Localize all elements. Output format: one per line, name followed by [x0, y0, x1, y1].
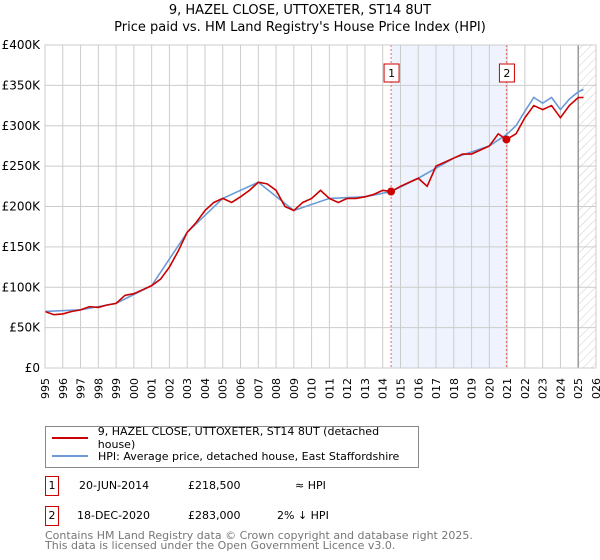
x-tick-label: 2002 [163, 378, 176, 400]
x-tick-label: 2021 [501, 378, 514, 400]
x-tick-label: 2012 [341, 378, 354, 400]
hpi-relation: ≈ HPI [295, 479, 326, 492]
table-row: 2 18-DEC-2020 £283,000 2% ↓ HPI [45, 506, 385, 526]
plot-area: 1995 1996 1997 1998 1999 2000 2001 2002 2003 2004… [2, 38, 600, 400]
x-tick-label: 2018 [448, 378, 461, 400]
x-tick-label: 1995 [39, 378, 52, 400]
x-tick-label: 2006 [235, 378, 248, 400]
plot-border [44, 44, 597, 369]
hpi-line [44, 88, 584, 313]
marker-badge: 2 [45, 506, 59, 526]
x-tick-label: 2001 [146, 378, 159, 400]
footer-line: This data is licensed under the Open Gov… [45, 539, 396, 552]
sale-date: 18-DEC-2020 [77, 509, 151, 522]
x-tick-label: 2010 [306, 378, 319, 400]
chart-title: 9, HAZEL CLOSE, UTTOXETER, ST14 8UT [168, 3, 432, 18]
x-tick-label: 2020 [483, 378, 496, 400]
sale-point [387, 187, 396, 196]
x-tick-label: 2011 [323, 378, 336, 400]
marker-label: 2 [503, 67, 510, 80]
x-tick-label: 2013 [359, 378, 372, 400]
y-tick-label: £300K [2, 119, 42, 133]
x-tick-label: 1996 [57, 378, 70, 400]
x-tick-label: 2023 [537, 378, 550, 400]
x-tick-label: 2005 [217, 378, 230, 400]
y-tick-label: £50K [9, 321, 41, 335]
y-tick-label: £400K [2, 38, 42, 52]
y-tick-label: £150K [2, 240, 42, 254]
x-tick-label: 2014 [377, 378, 390, 400]
x-tick-label: 2024 [554, 378, 567, 400]
x-tick-label: 2022 [519, 378, 532, 400]
marker-label: 1 [388, 67, 395, 80]
chart-subtitle: Price paid vs. HM Land Registry's House … [114, 20, 486, 35]
sale-date: 20-JUN-2014 [79, 479, 150, 492]
y-tick-label: £0 [25, 361, 40, 375]
legend-label: HPI: Average price, detached house, East… [98, 449, 400, 463]
table-row: 1 20-JUN-2014 £218,500 ≈ HPI [45, 476, 385, 496]
x-tick-label: 1998 [92, 378, 105, 400]
x-tick-label: 2004 [199, 378, 212, 400]
price-paid-line [44, 96, 584, 316]
x-tick-label: 2019 [466, 378, 479, 400]
sale-price: £283,000 [188, 509, 241, 522]
y-tick-label: £250K [2, 159, 42, 173]
y-tick-label: £200K [2, 200, 42, 214]
legend-item-hpi: HPI: Average price, detached house, East… [52, 448, 399, 464]
y-tick-label: £350K [2, 78, 42, 92]
hpi-relation: 2% ↓ HPI [277, 509, 329, 522]
legend: 9, HAZEL CLOSE, UTTOXETER, ST14 8UT (det… [45, 425, 419, 468]
x-tick-label: 2025 [572, 378, 585, 400]
x-tick-label: 2007 [252, 378, 265, 400]
y-tick-label: £100K [2, 280, 42, 294]
x-tick-label: 2026 [590, 378, 600, 400]
x-tick-label: 2009 [288, 378, 301, 400]
legend-swatch [52, 455, 88, 457]
x-tick-label: 2016 [412, 378, 425, 400]
footer: Contains HM Land Registry data © Crown c… [45, 529, 473, 552]
x-tick-label: 2003 [181, 378, 194, 400]
x-tick-label: 1997 [75, 378, 88, 400]
x-tick-label: 1999 [110, 378, 123, 400]
sale-point [502, 135, 511, 144]
legend-label: 9, HAZEL CLOSE, UTTOXETER, ST14 8UT (det… [97, 425, 380, 451]
x-tick-label: 2008 [270, 378, 283, 400]
legend-swatch [52, 437, 88, 439]
x-tick-label: 2000 [128, 378, 141, 400]
sale-price: £218,500 [188, 479, 241, 492]
x-tick-label: 2017 [430, 378, 443, 400]
marker-label-box [383, 63, 400, 83]
footer-line: Contains HM Land Registry data © Crown c… [45, 529, 473, 542]
x-tick-label: 2015 [394, 378, 407, 400]
legend-item-property: 9, HAZEL CLOSE, UTTOXETER, ST14 8UT (det… [52, 425, 418, 451]
marker-label-box [498, 63, 515, 83]
marker-badge: 1 [45, 476, 59, 496]
